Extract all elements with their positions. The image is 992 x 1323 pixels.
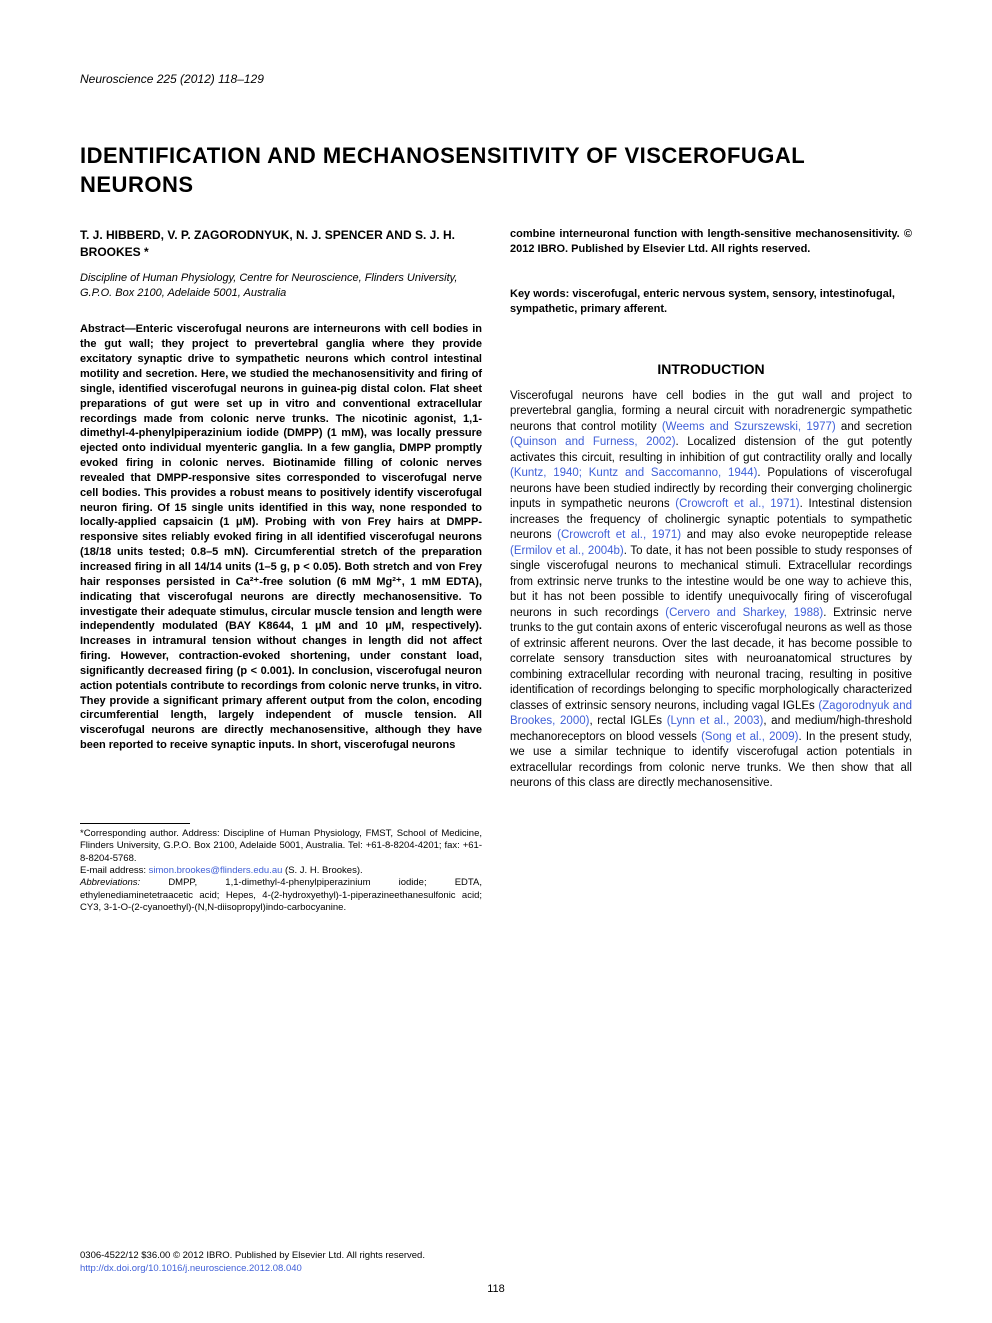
two-column-layout: T. J. HIBBERD, V. P. ZAGORODNYUK, N. J. … (80, 227, 912, 914)
doi-link[interactable]: http://dx.doi.org/10.1016/j.neuroscience… (80, 1263, 912, 1275)
abbr-label: Abbreviations: (80, 877, 140, 888)
abstract-continuation: combine interneuronal function with leng… (510, 227, 912, 257)
citation-link[interactable]: (Kuntz, 1940; Kuntz and Saccomanno, 1944… (510, 467, 757, 479)
intro-text: , rectal IGLEs (589, 715, 666, 727)
left-column: T. J. HIBBERD, V. P. ZAGORODNYUK, N. J. … (80, 227, 482, 914)
author-list: T. J. HIBBERD, V. P. ZAGORODNYUK, N. J. … (80, 227, 482, 261)
citation-link[interactable]: (Cervero and Sharkey, 1988) (665, 607, 823, 619)
intro-text: and may also evoke neuropeptide release (681, 529, 912, 541)
footnote-block: *Corresponding author. Address: Discipli… (80, 828, 482, 914)
citation-link[interactable]: (Lynn et al., 2003) (667, 715, 764, 727)
article-title: IDENTIFICATION AND MECHANOSENSITIVITY OF… (80, 142, 912, 199)
citation-link[interactable]: (Weems and Szurszewski, 1977) (662, 421, 836, 433)
email-tail: (S. J. H. Brookes). (282, 865, 362, 876)
abstract: Abstract—Enteric viscerofugal neurons ar… (80, 322, 482, 752)
citation-link[interactable]: (Quinson and Furness, 2002) (510, 436, 676, 448)
issn-copyright: 0306-4522/12 $36.00 © 2012 IBRO. Publish… (80, 1250, 912, 1262)
abbreviations: Abbreviations: DMPP, 1,1-dimethyl-4-phen… (80, 877, 482, 914)
intro-text: . Extrinsic nerve trunks to the gut cont… (510, 607, 912, 712)
citation-link[interactable]: (Song et al., 2009) (701, 731, 798, 743)
email-label: E-mail address: (80, 865, 149, 876)
right-column: combine interneuronal function with leng… (510, 227, 912, 914)
citation-link[interactable]: (Crowcroft et al., 1971) (557, 529, 681, 541)
intro-text: and secretion (836, 421, 912, 433)
introduction-heading: INTRODUCTION (510, 361, 912, 377)
abbr-body: DMPP, 1,1-dimethyl-4-phenylpiperazinium … (80, 877, 482, 913)
keywords-label: Key words: (510, 288, 572, 300)
citation-link[interactable]: (Crowcroft et al., 1971) (675, 498, 799, 510)
footer-block: 0306-4522/12 $36.00 © 2012 IBRO. Publish… (80, 1250, 912, 1275)
email-address[interactable]: simon.brookes@flinders.edu.au (149, 865, 283, 876)
abstract-body: Enteric viscerofugal neurons are interne… (80, 323, 482, 751)
citation-link[interactable]: (Ermilov et al., 2004b) (510, 545, 624, 557)
corresponding-author: *Corresponding author. Address: Discipli… (80, 828, 482, 865)
keywords: Key words: viscerofugal, enteric nervous… (510, 287, 912, 317)
affiliation: Discipline of Human Physiology, Centre f… (80, 271, 482, 301)
introduction-paragraph: Viscerofugal neurons have cell bodies in… (510, 389, 912, 792)
journal-reference: Neuroscience 225 (2012) 118–129 (80, 72, 912, 86)
abstract-label: Abstract— (80, 323, 136, 335)
footnote-rule (80, 823, 190, 824)
page-number: 118 (0, 1283, 992, 1295)
email-line: E-mail address: simon.brookes@flinders.e… (80, 865, 482, 877)
